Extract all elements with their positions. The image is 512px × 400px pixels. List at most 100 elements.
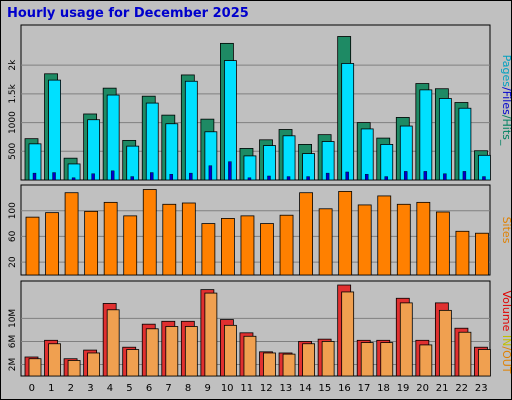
legend-volume: Volume IN/OUT (500, 290, 512, 373)
bar-kb-in (204, 292, 218, 377)
x-tick-label: 15 (319, 383, 332, 394)
bar-pages (482, 176, 486, 181)
bar-files (243, 155, 257, 181)
y-tick-label: 500 (8, 142, 18, 159)
bar-sites (299, 192, 313, 276)
y-tick-label: 2M (8, 358, 18, 372)
bar-sites (475, 232, 489, 276)
x-tick-label: 19 (397, 383, 410, 394)
bar-pages (150, 172, 154, 181)
bar-pages (189, 172, 193, 181)
bar-sites (142, 189, 157, 276)
y-tick-label: 60 (8, 230, 18, 242)
bar-files (458, 107, 472, 181)
bar-sites (455, 230, 470, 276)
bar-kb-in (224, 324, 237, 377)
bar-kb-in (28, 358, 42, 377)
bar-kb-in (478, 349, 491, 377)
bar-kb-in (380, 342, 394, 377)
bar-sites (435, 211, 450, 276)
legend-sep-1: / (500, 87, 512, 91)
legend-pages: Pages (500, 55, 512, 88)
bar-files (126, 145, 140, 181)
bar-pages (208, 165, 213, 181)
bar-kb-in (419, 344, 433, 377)
bar-sites (240, 215, 255, 276)
bar-sites (221, 218, 235, 276)
bar-kb-in (165, 326, 179, 377)
bar-pages (267, 175, 271, 181)
bar-sites (84, 210, 99, 276)
bar-files (438, 98, 452, 181)
bar-files (165, 123, 179, 181)
bar-kb-in (145, 328, 159, 377)
bar-files (87, 119, 101, 181)
bar-kb-in (438, 309, 452, 377)
bar-sites (338, 191, 353, 276)
bar-files (360, 128, 374, 181)
bar-kb-in (341, 291, 355, 377)
x-tick-label: 8 (185, 383, 191, 394)
page-title: Hourly usage for December 2025 (7, 6, 249, 21)
bar-sites (318, 208, 333, 276)
bar-sites (377, 195, 392, 276)
x-tick-label: 12 (260, 383, 273, 394)
bar-files (48, 79, 61, 181)
bar-sites (25, 216, 40, 276)
legend-sep-2: / (500, 115, 512, 119)
bar-files (106, 94, 120, 181)
x-tick-label: 4 (107, 383, 113, 394)
bar-pages (32, 172, 37, 181)
y-tick-label: 1000 (8, 111, 18, 134)
bar-pages (110, 170, 115, 181)
bar-sites (201, 223, 216, 276)
x-tick-label: 3 (87, 383, 93, 394)
bar-pages (71, 177, 76, 181)
bar-pages (462, 171, 467, 181)
bar-files (184, 80, 198, 181)
bar-pages (365, 174, 369, 181)
bar-kb-in (360, 342, 374, 377)
bar-sites (64, 192, 79, 276)
x-tick-label: 2 (68, 383, 74, 394)
bar-sites (279, 214, 294, 276)
bar-kb-in (302, 343, 315, 377)
x-tick-label: 14 (299, 383, 312, 394)
bar-kb-in (106, 309, 120, 377)
bar-sites (396, 203, 411, 276)
bar-files (263, 145, 276, 181)
legend-files: Files (500, 91, 512, 115)
y-tick-label: 1.5k (8, 83, 18, 103)
bar-sites (123, 215, 138, 276)
bar-files (478, 154, 491, 181)
bar-kb-in (399, 302, 413, 377)
bar-kb-in (243, 335, 257, 377)
bar-files (145, 102, 159, 181)
plot-area-1 (20, 184, 491, 276)
bar-kb-in (184, 326, 198, 377)
bar-sites (416, 201, 431, 276)
legend-volume-label: Volume (500, 290, 512, 331)
y-tick-label: 2k (8, 59, 18, 71)
x-tick-label: 6 (146, 383, 152, 394)
bar-kb-in (321, 341, 335, 377)
x-tick-label: 9 (204, 383, 210, 394)
bar-files (380, 144, 394, 181)
x-tick-label: 16 (338, 383, 351, 394)
x-tick-label: 1 (48, 383, 54, 394)
y-tick-label: 10M (8, 309, 18, 328)
bar-pages (130, 176, 134, 181)
x-tick-label: 23 (475, 383, 488, 394)
bar-files (302, 153, 315, 181)
x-tick-label: 10 (221, 383, 234, 394)
x-tick-label: 20 (416, 383, 429, 394)
x-tick-label: 17 (358, 383, 371, 394)
x-tick-label: 7 (165, 383, 171, 394)
bar-files (419, 89, 433, 181)
x-tick-label: 5 (126, 383, 132, 394)
bar-kb-in (87, 352, 101, 377)
x-tick-label: 11 (240, 383, 253, 394)
bar-pages (286, 176, 291, 181)
bar-pages (423, 171, 428, 181)
